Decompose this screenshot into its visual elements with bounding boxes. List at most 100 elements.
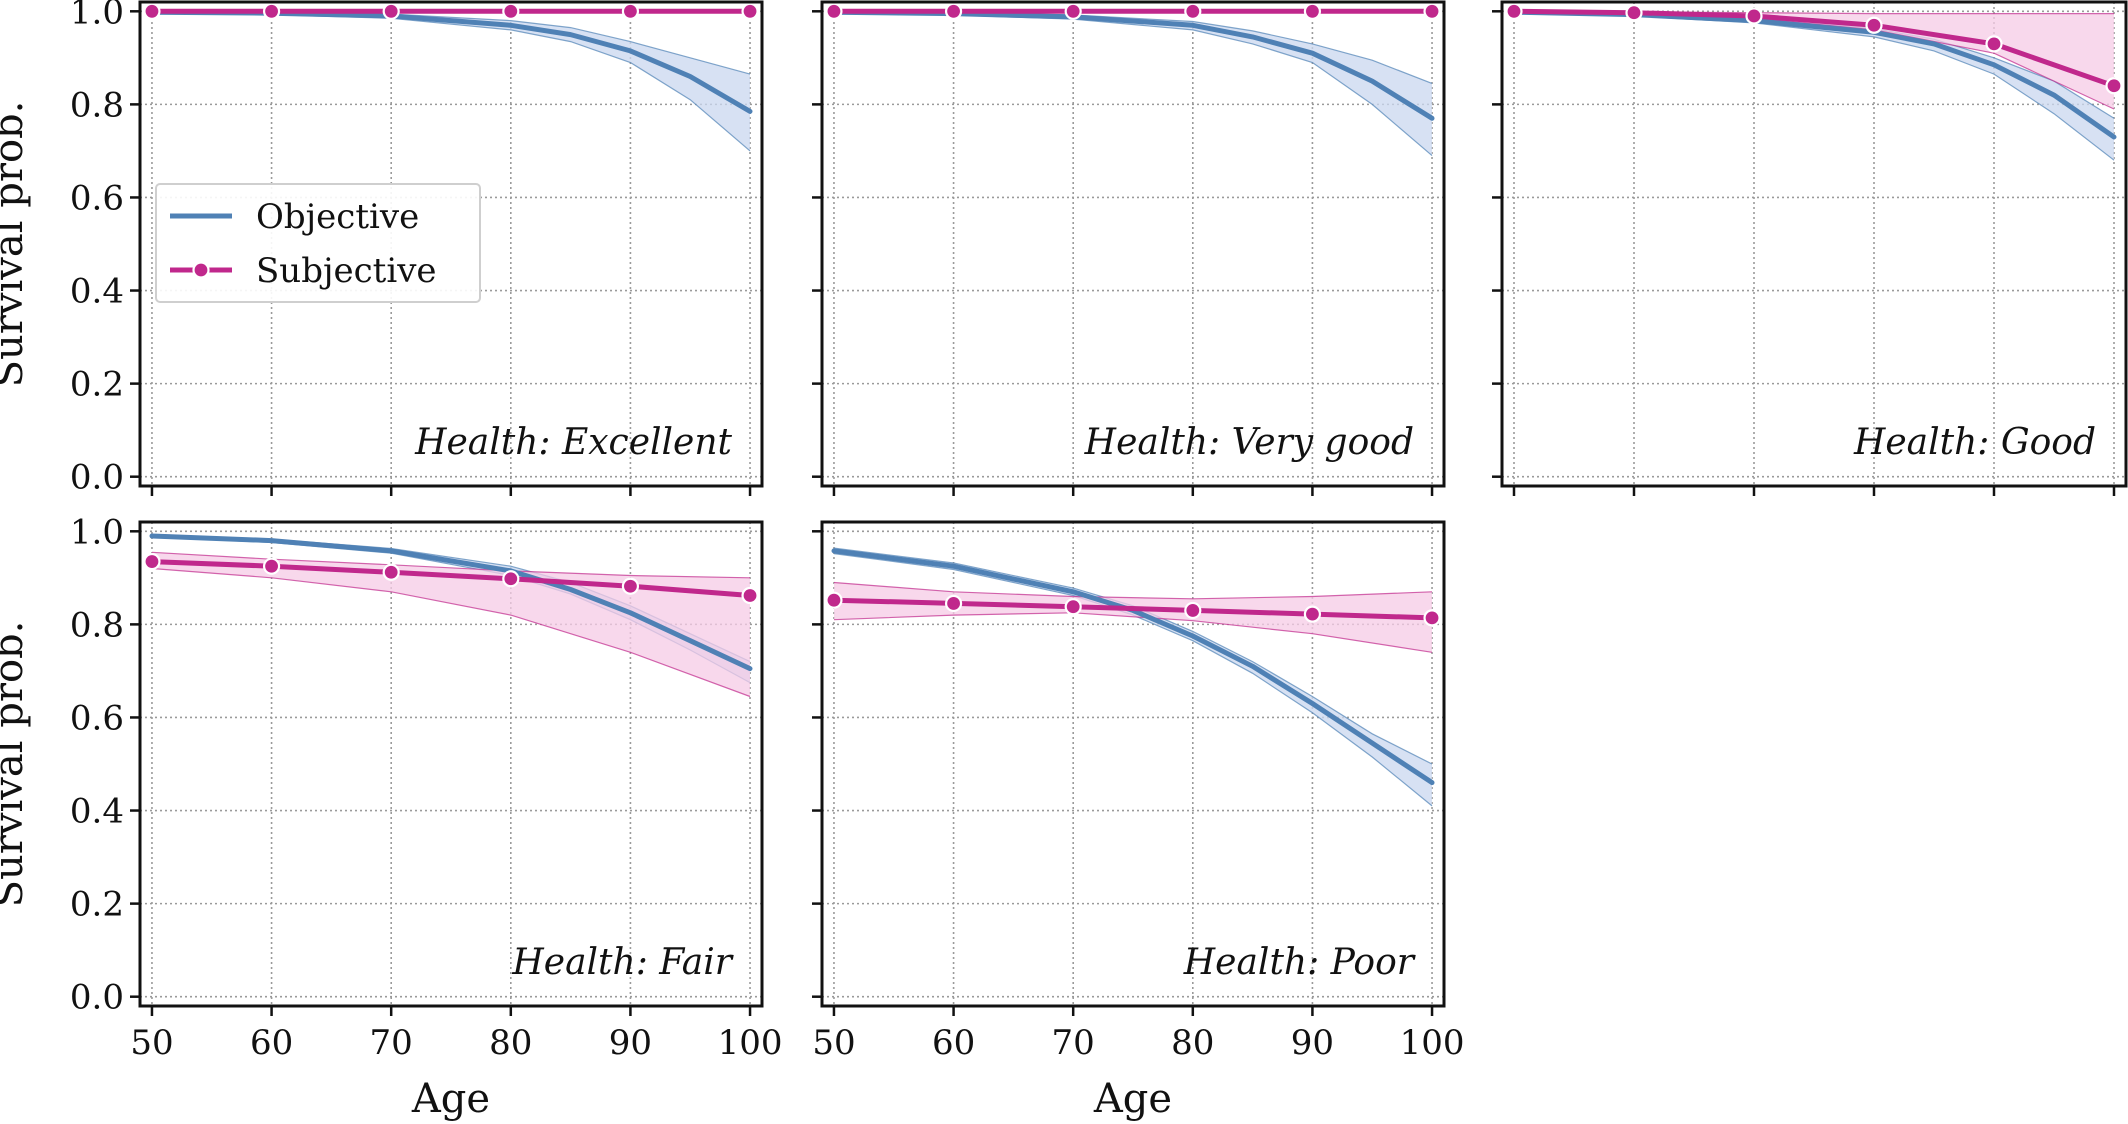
objective-band-lower-edge (151, 12, 751, 152)
objective-band-upper-edge (833, 547, 1433, 765)
objective-band-lower-edge (833, 553, 1433, 807)
subjective-band-upper-edge (833, 581, 1433, 600)
y-axis-title: Survival prob. (0, 621, 32, 908)
subjective-point (1423, 609, 1441, 627)
objective-confidence-band (152, 11, 750, 151)
subjective-point (382, 563, 400, 581)
x-axis-title: Age (411, 1076, 490, 1122)
subjective-point (502, 570, 520, 588)
subjective-point (944, 594, 963, 613)
y-tick-label: 1.0 (70, 512, 124, 552)
subjective-point (1745, 7, 1763, 25)
x-tick-label: 100 (1400, 1023, 1465, 1063)
x-tick-label: 90 (1291, 1023, 1334, 1063)
x-tick-label: 90 (609, 1023, 652, 1063)
y-axis-title: Survival prob. (0, 101, 32, 388)
x-tick-label: 50 (130, 1023, 173, 1063)
subjective-point (825, 2, 843, 20)
x-tick-label: 70 (370, 1023, 413, 1063)
y-tick-label: 0.0 (70, 978, 124, 1018)
subjective-point (1184, 2, 1202, 20)
subjective-confidence-band (834, 582, 1432, 653)
x-tick-label: 80 (489, 1023, 532, 1063)
y-tick-label: 0.4 (70, 792, 124, 832)
subjective-line (1511, 8, 2117, 89)
plot-area (831, 547, 1435, 807)
y-tick-label: 0.6 (70, 178, 124, 218)
subjective-point (825, 591, 843, 609)
objective-confidence-band (834, 548, 1432, 806)
legend-label: Objective (256, 197, 419, 237)
plot-area (1511, 8, 2117, 161)
subjective-point (741, 586, 759, 605)
x-tick-label: 80 (1171, 1023, 1214, 1063)
subjective-point (1423, 2, 1441, 20)
y-tick-label: 0.8 (70, 605, 124, 645)
subjective-point (143, 552, 161, 571)
panel-4: 50 60 70 80 90 100 0.0 0.2 0.4 0.6 0.8 1.0 Survival … (0, 512, 782, 1122)
subjective-point (1985, 35, 2003, 53)
panel-label: Health: Poor (1183, 942, 1416, 983)
subjective-point (262, 2, 281, 20)
y-tick-label: 0.6 (70, 698, 124, 738)
legend-marker (192, 261, 210, 279)
y-tick-label: 0.2 (70, 365, 124, 405)
subjective-point (1184, 601, 1202, 620)
y-tick-label: 0.2 (70, 885, 124, 925)
subjective-band-upper-edge (151, 551, 751, 579)
plot-area (149, 8, 753, 152)
subjective-confidence-band (1514, 11, 2114, 109)
subjective-band-lower-edge (833, 612, 1433, 653)
y-tick-label: 1.0 (70, 0, 124, 32)
subjective-confidence-band (152, 552, 750, 697)
panel-3: Health: Good (1492, 0, 2128, 496)
axes-frame (820, 0, 1446, 488)
axes-frame (138, 0, 764, 488)
x-tick-label: 50 (812, 1023, 855, 1063)
objective-line (831, 548, 1435, 786)
legend-label: Subjective (256, 251, 437, 291)
objective-line (149, 9, 753, 114)
subjective-point (1625, 4, 1643, 22)
x-tick-label: 100 (718, 1023, 783, 1063)
x-tick-label: 60 (250, 1023, 293, 1063)
x-axis-title: Age (1093, 1076, 1172, 1122)
legend-box (155, 183, 481, 303)
subjective-line (831, 597, 1435, 621)
panel-1: 0.0 0.2 0.4 0.6 0.8 1.0 Survival prob. Health: … (0, 0, 764, 498)
subjective-band-lower-edge (151, 567, 751, 698)
plot-area (831, 8, 1435, 157)
subjective-point (1303, 2, 1322, 20)
x-tick-label: 60 (932, 1023, 975, 1063)
y-tick-label: 0.0 (70, 458, 124, 498)
y-tick-label: 0.8 (70, 85, 124, 125)
subjective-point (741, 2, 759, 20)
subjective-point (262, 557, 281, 575)
x-tick-label: 70 (1052, 1023, 1095, 1063)
panel-label: Health: Good (1853, 422, 2096, 463)
axes-frame (820, 520, 1446, 1008)
subjective-point (1505, 2, 1523, 20)
subjective-point (1865, 16, 1883, 34)
objective-line (831, 9, 1435, 121)
subjective-point (621, 2, 640, 20)
axes-frame (138, 520, 764, 1008)
panel-label: Health: Excellent (414, 422, 732, 463)
panel-5: 50 60 70 80 90 100 Age Health: Poor (812, 520, 1465, 1122)
subjective-point (382, 2, 400, 20)
subjective-point (502, 2, 520, 20)
axes-frame (1500, 0, 2128, 488)
y-tick-label: 0.4 (70, 272, 124, 312)
subjective-point (944, 2, 963, 20)
objective-confidence-band (834, 11, 1432, 156)
subjective-point (1303, 605, 1322, 623)
plot-area (149, 533, 753, 698)
subjective-point (143, 2, 161, 20)
subjective-point (1064, 2, 1082, 20)
subjective-point (2105, 77, 2123, 95)
subjective-line (149, 559, 753, 598)
subjective-point (621, 577, 640, 595)
legend: Objective Subjective (155, 183, 481, 303)
